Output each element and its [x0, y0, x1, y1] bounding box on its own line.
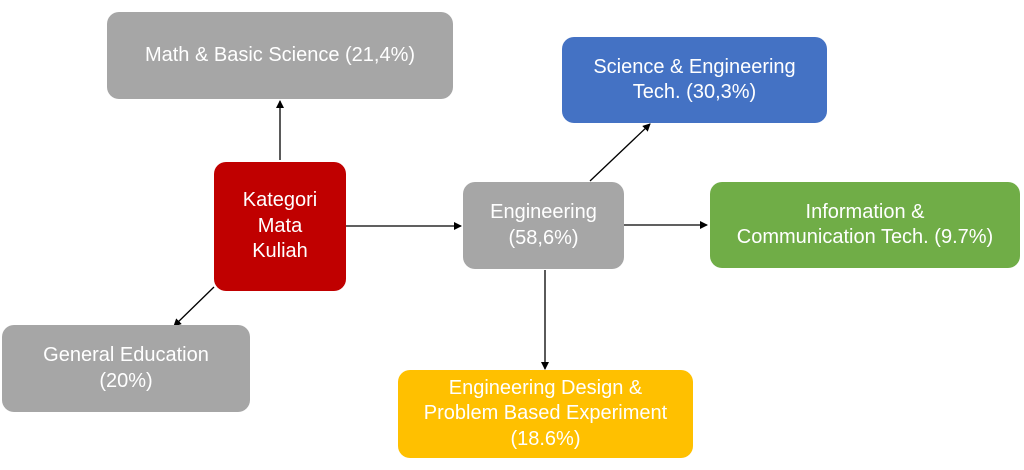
node-label-line: Science & Engineering	[593, 55, 796, 78]
node-label-line: Information &	[805, 200, 925, 223]
node-label-line: Engineering	[490, 201, 597, 224]
node-label-line: Math & Basic Science (21,4%)	[144, 43, 416, 66]
node-label-line: Tech. (30,3%)	[632, 81, 757, 103]
node-label-line: Problem Based Experiment	[423, 402, 668, 425]
node-label-line: Kategori	[242, 189, 318, 212]
node-engineering-design-experiment: Engineering Design & Problem Based Exper…	[398, 370, 693, 458]
node-general-education: General Education (20%)	[2, 325, 250, 412]
node-label-line: Communication Tech. (9.7%)	[736, 226, 994, 248]
node-label-line: (58,6%)	[508, 226, 579, 249]
node-label-line: (20%)	[99, 369, 153, 392]
node-label-line: (18.6%)	[510, 427, 581, 450]
arrow-center-to-general	[173, 286, 215, 327]
node-label-line: Engineering Design &	[448, 376, 643, 399]
arrow-engineering-to-science-tech	[589, 123, 651, 182]
node-label-line: Mata	[257, 214, 303, 237]
node-engineering: Engineering (58,6%)	[463, 182, 624, 269]
node-science-engineering-tech: Science & Engineering Tech. (30,3%)	[562, 37, 827, 123]
node-information-communication-tech: Information & Communication Tech. (9.7%)	[710, 182, 1020, 268]
node-kategori-mata-kuliah: Kategori Mata Kuliah	[214, 162, 346, 291]
node-label-line: Kuliah	[252, 240, 308, 263]
node-label-line: General Education	[43, 344, 209, 367]
node-math-basic-science: Math & Basic Science (21,4%)	[107, 12, 453, 99]
